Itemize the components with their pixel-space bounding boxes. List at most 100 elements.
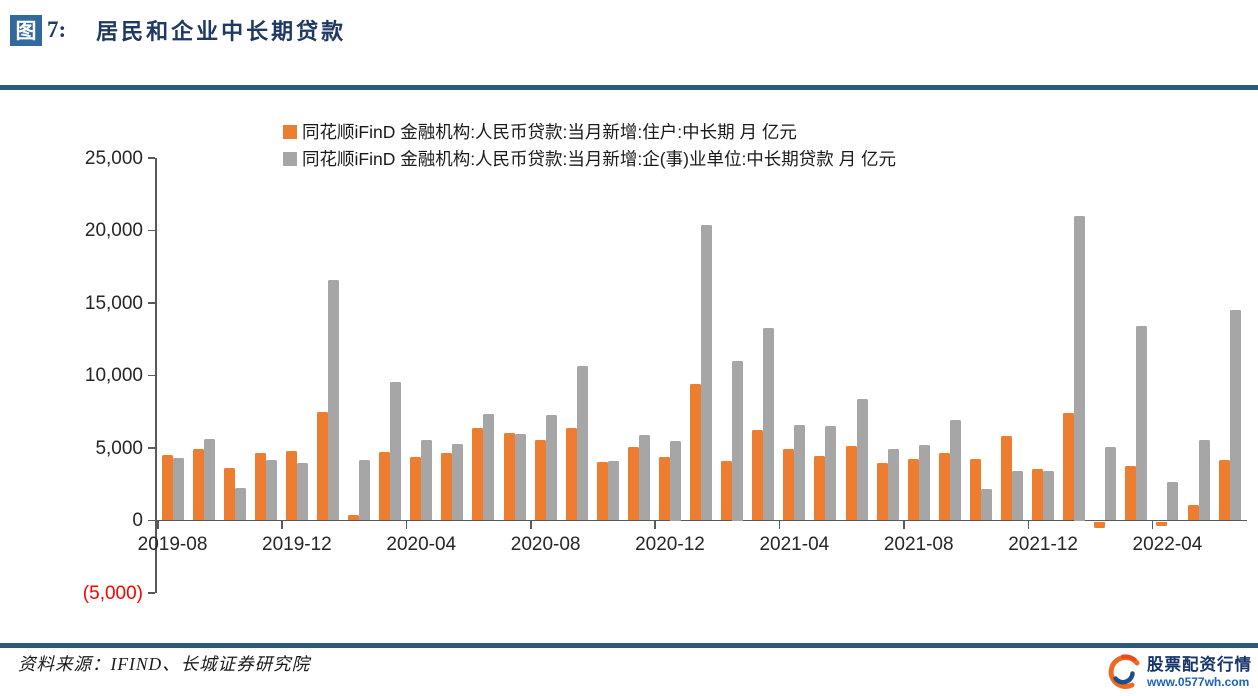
header-divider (0, 85, 1258, 90)
bar-enterprise-2021-01 (701, 224, 713, 521)
bar-enterprise-2022-02 (1105, 447, 1117, 521)
bar-enterprise-2020-10 (607, 460, 619, 521)
bar-resident-2019-10 (223, 468, 235, 521)
bar-enterprise-2019-08 (172, 458, 184, 521)
bar-resident-2019-09 (192, 448, 204, 521)
bar-enterprise-2019-10 (234, 488, 246, 521)
y-axis-tick (148, 302, 155, 304)
bar-resident-2022-06 (1218, 460, 1230, 521)
x-axis-tick (157, 520, 159, 529)
bar-resident-2021-06 (845, 445, 857, 521)
bar-resident-2020-01 (316, 411, 328, 521)
bar-enterprise-2022-01 (1074, 216, 1086, 521)
bar-resident-2019-12 (285, 450, 297, 521)
bar-resident-2020-11 (627, 447, 639, 521)
y-axis-label: 20,000 (84, 220, 143, 241)
bar-resident-2020-05 (441, 452, 453, 521)
bar-resident-2020-08 (534, 439, 546, 521)
x-axis-label: 2021-08 (883, 534, 954, 555)
y-axis-line (155, 158, 157, 593)
legend-item-resident: 同花顺iFinD 金融机构:人民币贷款:当月新增:住户:中长期 月 亿元 (283, 118, 896, 145)
bar-resident-2021-02 (721, 460, 733, 521)
watermark-site-name: 股票配资行情 (1147, 655, 1252, 674)
bar-resident-2020-02 (348, 515, 360, 521)
chart-legend: 同花顺iFinD 金融机构:人民币贷款:当月新增:住户:中长期 月 亿元 同花顺… (283, 118, 896, 172)
bar-enterprise-2020-04 (421, 440, 433, 521)
bar-resident-2019-11 (254, 452, 266, 521)
y-axis-tick (148, 229, 155, 232)
bar-enterprise-2022-05 (1198, 440, 1210, 521)
bar-enterprise-2021-10 (980, 488, 992, 521)
bar-enterprise-2020-02 (359, 460, 371, 521)
bar-resident-2020-09 (565, 428, 577, 521)
x-axis-line (155, 519, 1248, 522)
bar-resident-2021-08 (907, 459, 919, 521)
bar-resident-2020-07 (503, 432, 515, 521)
bar-enterprise-2021-11 (1011, 470, 1023, 521)
y-axis-tick (148, 519, 155, 522)
x-axis-label: 2020-08 (510, 534, 581, 555)
y-axis-tick (148, 447, 155, 449)
bar-enterprise-2020-08 (545, 415, 557, 521)
bar-enterprise-2021-02 (732, 361, 744, 521)
bar-resident-2022-03 (1125, 466, 1137, 521)
bar-enterprise-2021-07 (887, 448, 899, 521)
y-axis-label: 15,000 (84, 292, 143, 314)
x-axis-label: 2021-12 (1008, 534, 1078, 555)
bar-enterprise-2021-05 (825, 425, 837, 521)
bar-enterprise-2020-05 (452, 443, 464, 521)
bar-enterprise-2020-09 (576, 365, 588, 521)
figure-number: 7: (47, 17, 67, 42)
bar-enterprise-2020-11 (638, 435, 650, 521)
watermark-logo-icon (1108, 654, 1140, 689)
x-axis-label: 2021-04 (759, 534, 830, 555)
x-axis-tick (1151, 520, 1154, 529)
bar-enterprise-2021-03 (763, 327, 775, 521)
bar-resident-2021-09 (938, 452, 950, 521)
bar-resident-2021-01 (690, 383, 702, 521)
bar-enterprise-2021-09 (949, 419, 961, 521)
bar-resident-2021-10 (969, 459, 981, 521)
bar-resident-2020-04 (410, 456, 422, 521)
y-axis-tick (148, 592, 155, 594)
bar-enterprise-2022-06 (1229, 310, 1241, 521)
legend-label-resident: 同花顺iFinD 金融机构:人民币贷款:当月新增:住户:中长期 月 亿元 (302, 122, 797, 142)
resident-series-swatch (283, 124, 297, 139)
x-axis-tick (778, 520, 781, 529)
bar-enterprise-2021-08 (918, 444, 930, 521)
legend-label-enterprise: 同花顺iFinD 金融机构:人民币贷款:当月新增:企(事)业单位:中长期贷款 月… (302, 149, 897, 169)
source-note: 资料来源：IFIND、长城证券研究院 (18, 654, 311, 674)
bar-enterprise-2020-03 (390, 381, 402, 521)
enterprise-series-swatch (283, 151, 297, 166)
bar-resident-2022-01 (1063, 412, 1075, 521)
y-axis-tick (148, 157, 155, 159)
bar-enterprise-2022-03 (1136, 325, 1148, 521)
x-axis-label: 2020-04 (386, 534, 457, 555)
figure-title: 居民和企业中长期贷款 (96, 19, 347, 44)
bar-resident-2021-04 (783, 449, 795, 521)
legend-item-enterprise: 同花顺iFinD 金融机构:人民币贷款:当月新增:企(事)业单位:中长期贷款 月… (283, 145, 896, 172)
bar-resident-2021-12 (1032, 468, 1044, 521)
footer-divider (0, 643, 1258, 648)
bar-resident-2020-12 (658, 456, 670, 521)
watermark-site-url: www.0577wh.com (1147, 674, 1250, 689)
bar-resident-2022-05 (1187, 505, 1199, 521)
figure-header: 图 7: 居民和企业中长期贷款 (10, 14, 346, 46)
y-axis-label: 5,000 (95, 437, 143, 459)
bar-enterprise-2020-07 (514, 433, 526, 521)
bar-resident-2022-02 (1094, 521, 1106, 529)
y-axis-label: (5,000) (82, 582, 143, 604)
bar-resident-2022-04 (1156, 521, 1168, 527)
bar-enterprise-2022-04 (1167, 482, 1179, 521)
y-axis-tick (148, 374, 155, 377)
x-axis-tick (281, 520, 283, 529)
x-axis-label: 2019-08 (137, 534, 208, 555)
x-axis-label: 2020-12 (635, 534, 705, 555)
x-axis-tick (405, 520, 408, 529)
x-axis-tick (1027, 520, 1030, 529)
x-axis-label: 2022-04 (1132, 534, 1203, 555)
bar-resident-2021-05 (814, 456, 826, 521)
x-axis-tick (654, 520, 656, 529)
x-axis-tick (530, 520, 532, 529)
x-axis-label: 2019-12 (262, 534, 332, 555)
